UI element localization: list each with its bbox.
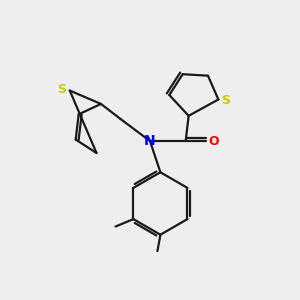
Text: S: S bbox=[57, 82, 66, 96]
Text: N: N bbox=[144, 134, 156, 148]
Text: O: O bbox=[208, 135, 219, 148]
Text: S: S bbox=[221, 94, 230, 107]
